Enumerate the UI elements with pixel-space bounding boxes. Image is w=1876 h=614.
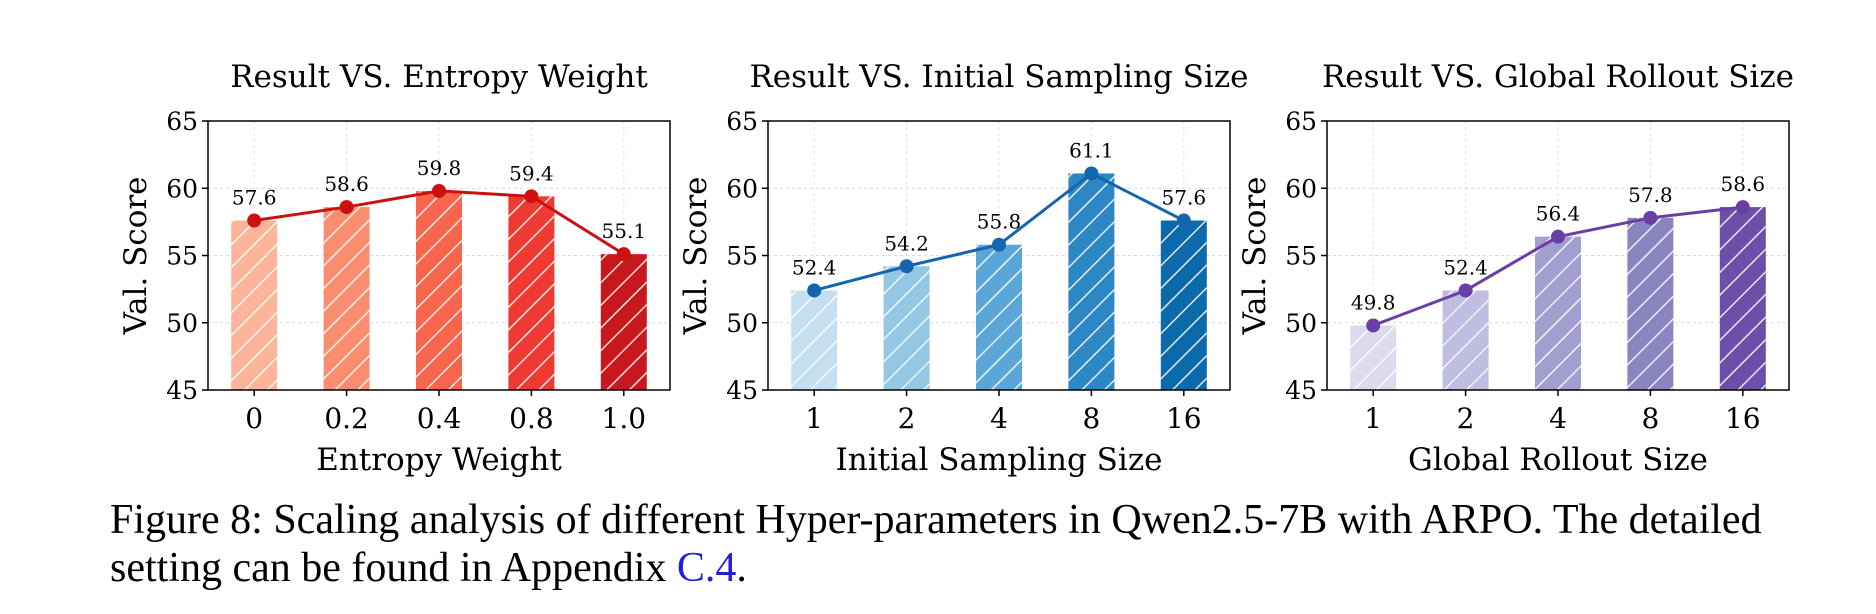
y-tick-label: 65	[726, 107, 758, 136]
data-point	[616, 247, 631, 262]
bar-hatch	[1350, 325, 1397, 390]
y-axis-label: Val. Score	[678, 176, 714, 335]
data-label: 58.6	[324, 172, 369, 196]
data-point	[247, 213, 262, 228]
y-tick-label: 50	[1285, 309, 1317, 338]
data-label: 49.8	[1351, 290, 1396, 314]
data-label: 55.1	[602, 219, 647, 243]
x-tick-label: 4	[1549, 402, 1567, 435]
x-tick-label: 1.0	[602, 402, 647, 435]
bar-hatch	[1068, 173, 1115, 390]
y-tick-label: 65	[166, 107, 198, 136]
data-label: 57.6	[1162, 186, 1207, 210]
x-tick-label: 8	[1641, 402, 1659, 435]
data-point	[1643, 210, 1658, 225]
x-axis-label: Initial Sampling Size	[835, 442, 1162, 478]
x-tick-label: 0.8	[509, 402, 554, 435]
data-label: 61.1	[1069, 138, 1114, 162]
y-tick-label: 55	[1285, 242, 1317, 271]
y-tick-label: 50	[726, 309, 758, 338]
data-label: 52.4	[792, 255, 837, 279]
caption-text: Figure 8: Scaling analysis of different …	[110, 497, 1762, 591]
x-tick-label: 8	[1082, 402, 1100, 435]
data-label: 57.8	[1628, 183, 1673, 207]
data-point	[992, 237, 1006, 252]
chart-panel-2: 52.4 54.2 55.8 61.1 57.6 45 50 55 60 65 1 2 4 8 16 Resu…	[678, 59, 1249, 478]
x-axis-label: Global Rollout Size	[1408, 442, 1708, 478]
data-point	[899, 259, 914, 274]
bar-hatch	[1160, 220, 1207, 390]
x-axis-label: Entropy Weight	[316, 442, 562, 478]
y-axis-label: Val. Score	[118, 176, 154, 335]
x-tick-label: 16	[1166, 402, 1202, 435]
figure-caption: Figure 8: Scaling analysis of different …	[110, 496, 1810, 592]
bar-hatch	[600, 254, 647, 390]
y-tick-label: 45	[1285, 376, 1317, 405]
y-tick-label: 55	[166, 242, 198, 271]
y-tick-label: 45	[726, 376, 758, 405]
data-point	[1735, 200, 1750, 215]
data-label: 59.4	[509, 161, 554, 185]
data-point	[807, 283, 822, 298]
data-point	[524, 189, 539, 204]
y-tick-label: 65	[1285, 107, 1317, 136]
bar-hatch	[883, 266, 930, 390]
data-label: 54.2	[884, 231, 929, 255]
bar-hatch	[1627, 217, 1674, 390]
y-tick-label: 50	[166, 309, 198, 338]
data-point	[1084, 166, 1099, 181]
x-tick-label: 2	[1457, 402, 1475, 435]
bar-hatch	[231, 220, 278, 390]
y-tick-label: 45	[166, 376, 198, 405]
data-point	[1458, 283, 1473, 298]
chart-title: Result VS. Entropy Weight	[230, 59, 648, 95]
chart-title: Result VS. Initial Sampling Size	[749, 59, 1248, 95]
y-tick-label: 60	[726, 174, 758, 203]
y-tick-label: 60	[1285, 174, 1317, 203]
caption-end: .	[736, 545, 747, 591]
data-point	[1551, 229, 1565, 244]
appendix-link[interactable]: C.4	[676, 545, 737, 591]
bar-hatch	[1719, 207, 1766, 390]
data-point	[339, 200, 354, 215]
chart-panel-1: 57.6 58.6 59.8 59.4 55.1 45 50 55 60 65 0 0.2 0.4 0.8…	[118, 59, 671, 478]
data-label: 57.6	[232, 186, 277, 210]
bar-hatch	[1442, 290, 1489, 390]
x-tick-label: 0	[245, 402, 263, 435]
x-tick-label: 1	[1364, 402, 1382, 435]
chart-title: Result VS. Global Rollout Size	[1322, 59, 1794, 95]
y-tick-label: 60	[166, 174, 198, 203]
x-tick-label: 0.2	[324, 402, 369, 435]
bar-hatch	[791, 290, 838, 390]
bar-hatch	[416, 190, 462, 390]
x-tick-label: 2	[898, 402, 916, 435]
y-axis-label: Val. Score	[1237, 176, 1273, 335]
figure-panels: 57.6 58.6 59.8 59.4 55.1 45 50 55 60 65 0 0.2 0.4 0.8…	[118, 59, 1794, 478]
data-label: 59.8	[417, 156, 462, 180]
data-point	[432, 183, 446, 198]
bar-hatch	[323, 207, 370, 390]
chart-panel-3: 49.8 52.4 56.4 57.8 58.6 45 50 55 60 65 1 2 4 8 16 Resu…	[1237, 59, 1794, 478]
x-tick-label: 1	[805, 402, 823, 435]
data-label: 58.6	[1721, 172, 1766, 196]
bar-hatch	[1535, 236, 1581, 390]
x-tick-label: 4	[990, 402, 1008, 435]
x-tick-label: 16	[1725, 402, 1761, 435]
data-label: 56.4	[1536, 202, 1581, 226]
y-tick-label: 55	[726, 242, 758, 271]
bar-hatch	[976, 244, 1022, 390]
data-point	[1176, 213, 1191, 228]
data-point	[1366, 318, 1381, 333]
bar-hatch	[508, 196, 555, 390]
data-label: 52.4	[1443, 255, 1488, 279]
data-label: 55.8	[977, 210, 1022, 234]
x-tick-label: 0.4	[417, 402, 462, 435]
